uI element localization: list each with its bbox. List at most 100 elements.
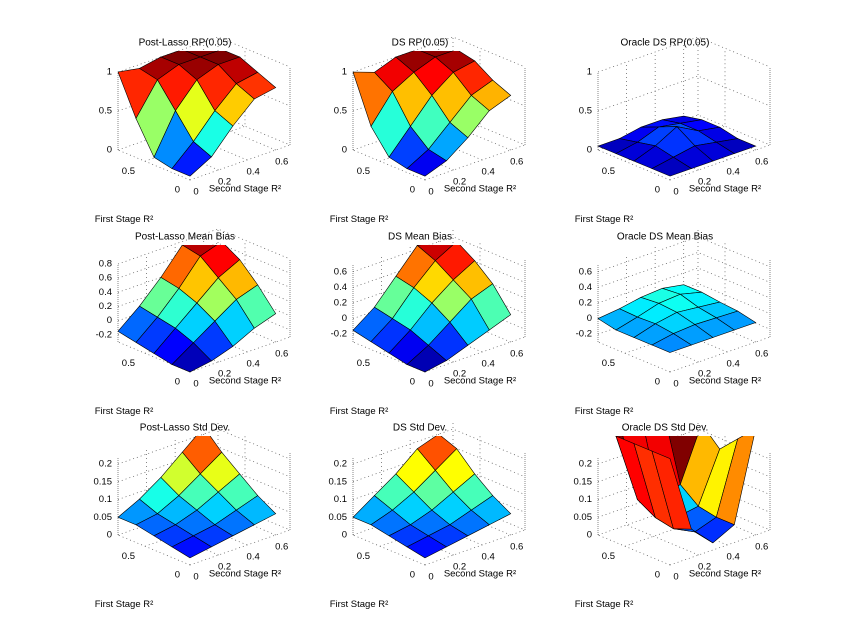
x-tick-label: 0.4 [247, 359, 260, 370]
z-tick-label: 0 [107, 145, 112, 156]
x-tick-label: 0.2 [698, 369, 711, 380]
y-tick-label: 0 [410, 377, 415, 388]
y-tick-label: 0.5 [602, 358, 615, 369]
chart-title: DS Mean Bias [388, 232, 452, 243]
x-tick-label: 0 [428, 379, 433, 390]
x-tick-label: 0.6 [755, 349, 768, 360]
z-tick-label: -0.2 [96, 329, 112, 340]
surface-patch [651, 156, 693, 177]
chart-title: Oracle DS Mean Bias [617, 232, 713, 243]
y-axis-label: First Stage R² [95, 406, 154, 417]
z-tick-label: 0.2 [579, 459, 592, 470]
x-tick-label: 0.6 [510, 542, 523, 553]
panel: Post-Lasso Mean Bias -0.2 0 0.2 0.4 0.6 0.8 0 0.… [95, 228, 291, 417]
surface-patch [171, 535, 213, 559]
z-tick-label: 0.5 [579, 106, 592, 117]
chart-title: DS Std Dev. [393, 423, 447, 434]
chart-title: Post-Lasso Std Dev. [140, 423, 230, 434]
y-tick-label: 0 [175, 570, 180, 581]
y-axis-label: First Stage R² [330, 406, 389, 417]
x-tick-label: 0 [193, 379, 198, 390]
x-axis-label: Second Stage R² [689, 375, 761, 386]
z-tick-label: 0.15 [329, 476, 348, 487]
x-tick-label: 0 [673, 187, 678, 198]
x-tick-label: 0 [673, 379, 678, 390]
panel: DS Mean Bias -0.2 0 0.2 0.4 0.6 0 0.2 0.4 0.6 0 0.5… [330, 229, 526, 417]
y-tick-label: 0.5 [357, 358, 370, 369]
z-tick-label: 0.05 [94, 512, 113, 523]
z-tick-label: -0.2 [331, 329, 347, 340]
x-axis-label: Second Stage R² [209, 568, 281, 579]
y-tick-label: 0 [175, 185, 180, 196]
x-tick-label: 0.6 [275, 542, 288, 553]
surface [597, 284, 757, 353]
x-tick-label: 0.4 [247, 552, 260, 563]
x-tick-label: 0.2 [453, 177, 466, 188]
x-tick-label: 0.4 [482, 552, 495, 563]
x-tick-label: 0.6 [275, 349, 288, 360]
surface-patch [406, 149, 447, 177]
z-tick-label: 0 [587, 313, 592, 324]
x-tick-label: 0.2 [453, 369, 466, 380]
z-tick-label: 0.1 [579, 494, 592, 505]
y-axis-label: First Stage R² [575, 214, 634, 225]
surface [597, 115, 757, 177]
x-tick-label: 0.2 [698, 562, 711, 573]
surface [614, 436, 755, 544]
panel: DS RP(0.05) 0 0.5 1 0 0.2 0.4 0.6 0 0.5 Second Sta… [330, 36, 526, 225]
x-tick-label: 0.6 [510, 349, 523, 360]
x-tick-label: 0 [673, 572, 678, 583]
surface-patch [171, 342, 212, 373]
z-tick-label: 1 [342, 67, 347, 78]
panel: Post-Lasso Std Dev. 0 0.05 0.1 0.15 0.2 0 0.2 0.… [94, 422, 291, 610]
y-axis-label: First Stage R² [95, 214, 154, 225]
x-axis-label: Second Stage R² [689, 183, 761, 194]
z-tick-label: 0.5 [334, 106, 347, 117]
chart-title: Oracle DS RP(0.05) [621, 38, 710, 49]
x-tick-label: 0.6 [755, 542, 768, 553]
x-axis-label: Second Stage R² [209, 375, 281, 386]
y-axis-label: First Stage R² [330, 599, 389, 610]
x-tick-label: 0.2 [453, 562, 466, 573]
surface-patch [406, 535, 448, 559]
z-tick-label: 0.6 [99, 273, 112, 284]
x-axis-label: Second Stage R² [444, 568, 516, 579]
y-tick-label: 0.5 [602, 166, 615, 177]
z-tick-label: 0.1 [334, 494, 347, 505]
x-tick-label: 0.6 [755, 157, 768, 168]
z-tick-label: 0.6 [334, 266, 347, 277]
z-tick-label: -0.2 [576, 329, 592, 340]
x-tick-label: 0.4 [247, 167, 260, 178]
z-tick-label: 0.6 [579, 266, 592, 277]
x-tick-label: 0.4 [727, 359, 740, 370]
y-tick-label: 0 [410, 185, 415, 196]
y-tick-label: 0 [655, 377, 660, 388]
y-axis-label: First Stage R² [575, 599, 634, 610]
y-tick-label: 0 [655, 570, 660, 581]
surface [117, 51, 277, 177]
surface [117, 245, 277, 373]
x-axis-label: Second Stage R² [209, 183, 281, 194]
surface-patch [406, 344, 447, 373]
y-tick-label: 0 [655, 185, 660, 196]
x-tick-label: 0.4 [482, 359, 495, 370]
surface-patch [651, 333, 693, 353]
x-axis-label: Second Stage R² [444, 183, 516, 194]
z-tick-label: 0 [107, 315, 112, 326]
z-tick-label: 0.2 [334, 298, 347, 309]
y-tick-label: 0.5 [357, 166, 370, 177]
x-tick-label: 0.4 [727, 167, 740, 178]
z-tick-label: 0.05 [329, 512, 348, 523]
y-tick-label: 0.5 [357, 551, 370, 562]
y-tick-label: 0.5 [122, 551, 135, 562]
z-tick-label: 0.05 [574, 512, 593, 523]
x-tick-label: 0.6 [510, 157, 523, 168]
z-tick-label: 1 [587, 67, 592, 78]
chart-title: Oracle DS Std Dev. [622, 423, 709, 434]
panel: Oracle DS Mean Bias -0.2 0 0.2 0.4 0.6 0 0.2 0.4… [575, 229, 771, 417]
z-tick-label: 0.15 [94, 476, 113, 487]
y-tick-label: 0 [175, 377, 180, 388]
x-tick-label: 0.2 [698, 177, 711, 188]
x-tick-label: 0 [193, 572, 198, 583]
